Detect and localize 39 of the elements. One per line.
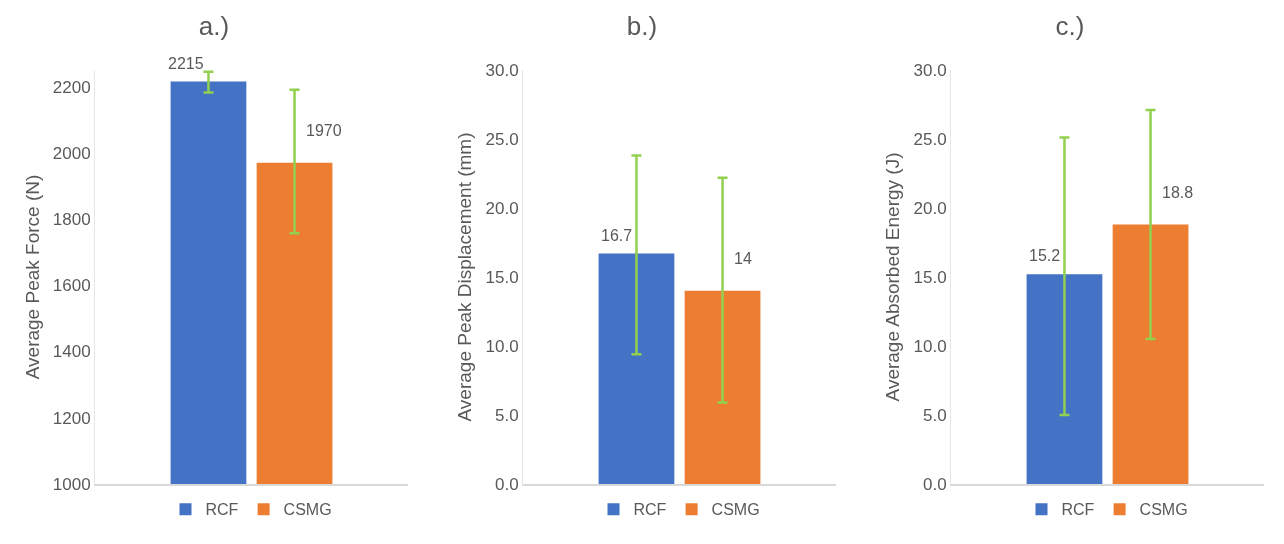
data-label: 15.2 (1029, 247, 1061, 264)
data-label: 2215 (168, 55, 204, 72)
y-tick-label: 30.0 (485, 60, 519, 80)
y-tick-label: 20.0 (913, 198, 947, 218)
chart-title: a.) (198, 10, 230, 41)
y-tick-label: 15.0 (913, 267, 947, 287)
data-label: 18.8 (1162, 184, 1194, 201)
y-tick-label: 15.0 (485, 267, 519, 287)
legend-label: CSMG (1139, 501, 1188, 519)
data-label: 1970 (306, 122, 342, 139)
y-tick-label: 2200 (52, 77, 91, 97)
chart-title: b.) (626, 10, 658, 41)
y-tick-label: 1400 (52, 342, 91, 362)
data-label: 16.7 (601, 227, 633, 244)
legend-label: RCF (633, 501, 667, 519)
data-label: 14 (734, 250, 752, 267)
y-axis-title: Average Peak Displacement (mm) (454, 132, 476, 422)
chart-title: c.) (1055, 10, 1085, 41)
y-axis-title: Average Peak Force (N) (21, 174, 43, 380)
legend-label: CSMG (711, 501, 760, 519)
y-tick-label: 10.0 (485, 336, 519, 356)
y-tick-label: 0.0 (922, 474, 947, 494)
y-tick-label: 2000 (52, 143, 91, 163)
legend-label: RCF (1061, 501, 1095, 519)
y-tick-label: 20.0 (485, 198, 519, 218)
y-tick-label: 1600 (52, 276, 91, 296)
y-tick-label: 5.0 (922, 405, 947, 425)
y-axis-title: Average Absorbed Energy (J) (882, 152, 904, 402)
y-tick-label: 25.0 (913, 129, 947, 149)
legend-label: RCF (205, 501, 239, 519)
y-tick-label: 25.0 (485, 129, 519, 149)
y-tick-label: 5.0 (494, 405, 519, 425)
y-tick-label: 1000 (52, 474, 91, 494)
y-tick-label: 30.0 (913, 60, 947, 80)
y-tick-label: 10.0 (913, 336, 947, 356)
y-tick-label: 1800 (52, 209, 91, 229)
y-tick-label: 1200 (52, 408, 91, 428)
legend-label: CSMG (283, 501, 332, 519)
y-tick-label: 0.0 (494, 474, 519, 494)
